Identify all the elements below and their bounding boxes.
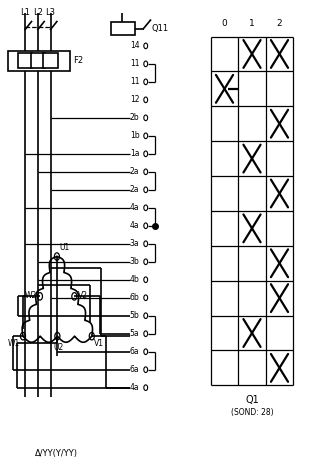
Text: 4a: 4a	[130, 221, 140, 230]
Text: 6a: 6a	[130, 365, 140, 374]
Text: 3b: 3b	[130, 257, 140, 266]
Text: 11: 11	[130, 59, 140, 68]
Text: F2: F2	[73, 57, 84, 65]
Text: 1b: 1b	[130, 131, 140, 140]
Text: Q11: Q11	[152, 24, 169, 33]
Text: 14: 14	[130, 41, 140, 50]
Text: L1: L1	[20, 8, 30, 17]
Text: Δ/YY(Y/YY): Δ/YY(Y/YY)	[36, 449, 78, 458]
Text: 4a: 4a	[130, 383, 140, 392]
Text: 5a: 5a	[130, 329, 140, 338]
Text: 4a: 4a	[130, 203, 140, 212]
FancyBboxPatch shape	[8, 51, 70, 71]
Text: 11: 11	[130, 77, 140, 86]
Text: 0: 0	[222, 19, 228, 28]
Text: L3: L3	[45, 8, 56, 17]
FancyBboxPatch shape	[111, 22, 135, 35]
Text: (SOND: 28): (SOND: 28)	[231, 408, 273, 417]
Text: 12: 12	[130, 95, 140, 105]
Text: U1: U1	[60, 243, 70, 252]
Text: U2: U2	[53, 343, 63, 352]
Text: 4b: 4b	[130, 275, 140, 284]
Text: W1: W1	[8, 339, 20, 348]
Text: 6a: 6a	[130, 347, 140, 356]
FancyBboxPatch shape	[18, 53, 32, 68]
FancyBboxPatch shape	[43, 53, 58, 68]
Text: 3a: 3a	[130, 239, 140, 248]
Text: V2: V2	[77, 291, 88, 300]
Text: 2a: 2a	[130, 167, 140, 176]
Text: V1: V1	[94, 339, 104, 348]
Text: Q1: Q1	[245, 395, 259, 405]
Text: W2: W2	[25, 291, 37, 300]
FancyBboxPatch shape	[31, 53, 45, 68]
Text: 1: 1	[249, 19, 255, 28]
Text: 2: 2	[277, 19, 282, 28]
Text: 5b: 5b	[130, 311, 140, 320]
Text: 2b: 2b	[130, 114, 140, 122]
Text: 1a: 1a	[130, 149, 140, 158]
Text: 2a: 2a	[130, 185, 140, 194]
Text: L2: L2	[33, 8, 43, 17]
Text: 6b: 6b	[130, 293, 140, 302]
